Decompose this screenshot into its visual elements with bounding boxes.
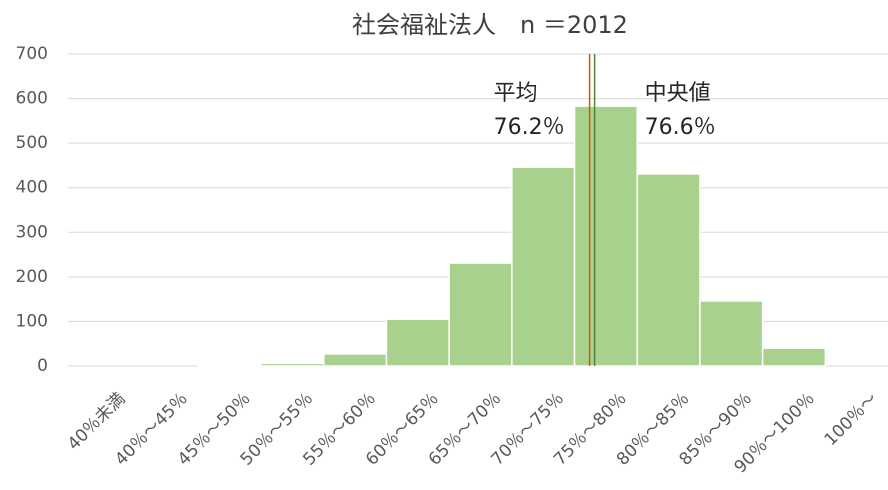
- bar: [385, 318, 450, 367]
- annotation-label: 中央値: [645, 81, 711, 106]
- y-tick-label: 100: [16, 311, 48, 331]
- annotation-value: 76.2％: [494, 115, 565, 140]
- y-tick-label: 200: [16, 267, 48, 287]
- x-tick-label: 100％〜: [821, 389, 882, 450]
- bar: [260, 362, 325, 367]
- y-tick-label: 0: [37, 356, 48, 376]
- annotation-value: 76.6％: [645, 115, 716, 140]
- bar: [636, 173, 701, 367]
- y-tick-label: 700: [16, 44, 48, 64]
- y-tick-label: 300: [16, 222, 48, 242]
- y-tick-label: 500: [16, 133, 48, 153]
- bar: [448, 262, 513, 367]
- x-tick-label: 40％未満: [64, 389, 130, 455]
- y-tick-label: 600: [16, 89, 48, 109]
- chart-title: 社会福祉法人 n ＝2012: [352, 11, 628, 39]
- bar: [573, 105, 638, 367]
- annotation-label: 平均: [494, 81, 538, 106]
- y-tick-label: 400: [16, 178, 48, 198]
- bar: [761, 347, 827, 367]
- bar: [699, 300, 764, 367]
- bar: [511, 166, 576, 367]
- bar: [323, 353, 388, 367]
